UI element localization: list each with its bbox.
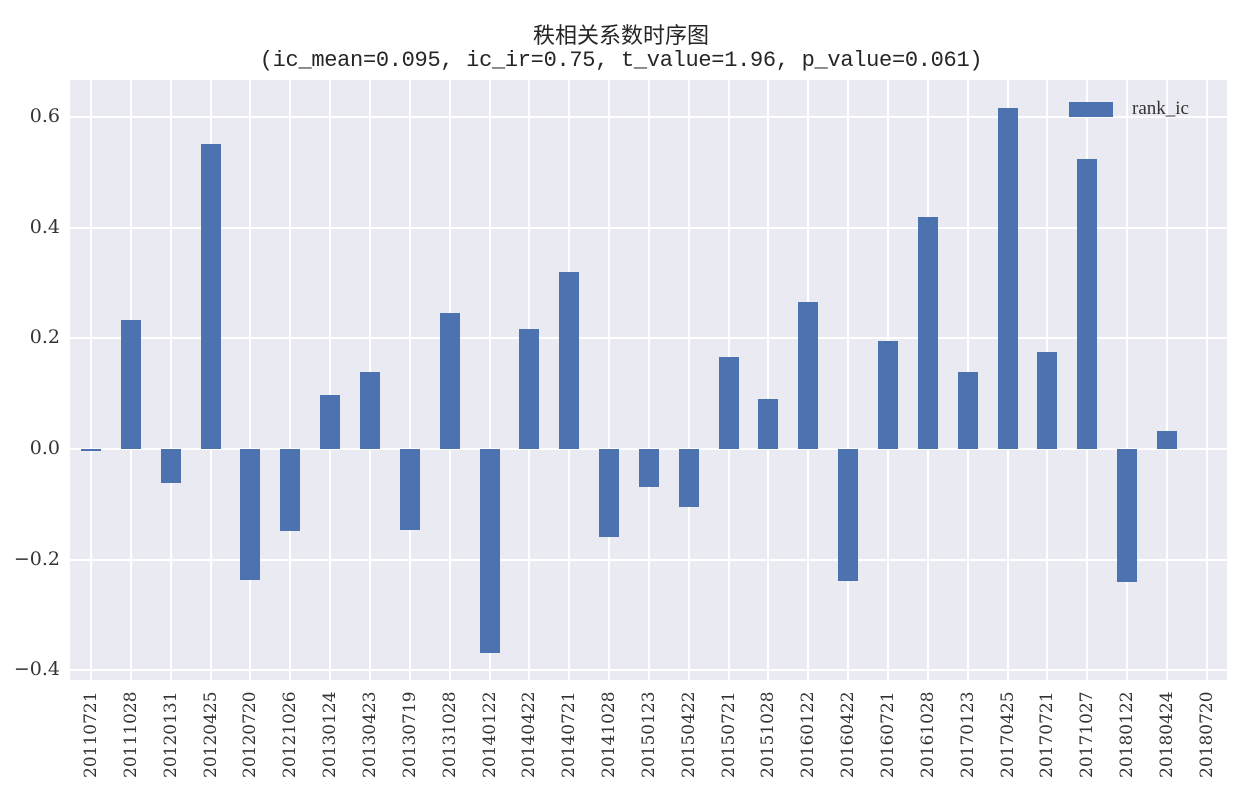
bar-20121026: [280, 449, 301, 531]
x-tick-label: 20170721: [1037, 691, 1058, 778]
x-tick-label: 20170123: [957, 691, 978, 778]
bar-20160721: [878, 341, 898, 449]
x-tick-label: 20131028: [439, 691, 460, 778]
gridline-vertical: [488, 80, 491, 680]
y-tick-label: −0.2: [13, 547, 60, 570]
x-tick-label: 20160422: [838, 691, 859, 778]
bar-20130124: [320, 394, 341, 449]
x-tick-label: 20111028: [120, 691, 141, 778]
x-tick-label: 20120720: [240, 691, 261, 778]
gridline-vertical: [767, 80, 770, 680]
x-tick-label: 20130719: [399, 691, 420, 778]
bar-20120720: [240, 449, 261, 581]
bar-20160422: [838, 449, 859, 582]
bar-20140721: [559, 272, 580, 449]
bar-20141028: [599, 449, 620, 537]
bar-20171027: [1077, 159, 1098, 449]
legend-label: rank_ic: [1132, 98, 1189, 119]
gridline-vertical: [408, 80, 411, 680]
bar-20150422: [678, 449, 699, 508]
bar-20151028: [758, 399, 779, 449]
y-tick-label: 0.0: [29, 437, 60, 459]
bar-20161028: [917, 216, 938, 449]
x-tick-label: 20150123: [638, 691, 659, 778]
x-tick-label: 20160122: [798, 691, 819, 778]
x-tick-label: 20150422: [678, 691, 699, 778]
x-tick-label: 20150721: [718, 691, 739, 778]
bar-20130719: [399, 449, 420, 530]
legend: rank_ic: [1062, 94, 1212, 124]
x-tick-label: 20160721: [878, 691, 898, 778]
plot-area: [70, 80, 1227, 680]
bar-20170721: [1037, 352, 1058, 449]
gridline-vertical: [249, 80, 252, 680]
bar-20170425: [997, 107, 1018, 449]
x-tick-label: 20120131: [160, 691, 181, 778]
gridline-vertical: [608, 80, 611, 680]
bar-20130423: [359, 372, 380, 449]
bar-20140122: [479, 449, 500, 654]
chart-title: 秩相关系数时序图: [532, 24, 709, 49]
bar-20170123: [957, 372, 978, 449]
bar-20120131: [160, 449, 181, 484]
x-tick-label: 20120425: [200, 691, 221, 778]
x-tick-label: 20140721: [559, 691, 580, 778]
bar-20120425: [200, 143, 221, 449]
x-tick-label: 20170425: [997, 691, 1018, 778]
x-tick-label: 20151028: [758, 691, 779, 778]
bar-20150721: [718, 357, 739, 449]
gridline-vertical: [847, 80, 850, 680]
gridline-vertical: [1165, 80, 1168, 680]
gridline-vertical: [687, 80, 690, 680]
x-tick-label: 20161028: [917, 691, 938, 778]
gridline-vertical: [169, 80, 172, 680]
y-tick-label: 0.4: [29, 215, 60, 238]
y-tick-label: −0.4: [13, 658, 60, 681]
x-tick-label: 20110721: [81, 691, 101, 778]
bar-20111028: [120, 320, 141, 449]
x-tick-label: 20130124: [320, 691, 341, 778]
y-tick-label: 0.6: [29, 105, 60, 128]
legend-swatch-icon: [1069, 102, 1113, 117]
bar-20180424: [1156, 430, 1177, 449]
x-tick-label: 20141028: [599, 691, 620, 778]
gridline-vertical: [1205, 80, 1208, 680]
x-tick-label: 20180720: [1196, 691, 1217, 778]
x-tick-label: 20171027: [1077, 691, 1098, 778]
x-tick-label: 20130423: [359, 691, 380, 778]
x-tick-label: 20140422: [519, 691, 540, 778]
chart-subtitle: (ic_mean=0.095, ic_ir=0.75, t_value=1.96…: [259, 48, 983, 73]
bar-20180122: [1117, 449, 1138, 583]
bar-20131028: [439, 312, 460, 449]
gridline-vertical: [647, 80, 650, 680]
x-tick-label: 20180122: [1117, 691, 1138, 778]
x-tick-label: 20121026: [280, 691, 301, 778]
x-tick-label: 20140122: [479, 691, 500, 778]
bar-20160122: [798, 301, 819, 449]
bar-20110721: [81, 449, 101, 451]
y-tick-label: 0.2: [29, 326, 60, 349]
gridline-vertical: [329, 80, 332, 680]
gridline-vertical: [1126, 80, 1129, 680]
bar-20140422: [519, 328, 540, 449]
x-tick-label: 20180424: [1156, 691, 1177, 778]
gridline-vertical: [90, 80, 92, 680]
gridline-vertical: [289, 80, 292, 680]
bar-20150123: [638, 449, 659, 488]
